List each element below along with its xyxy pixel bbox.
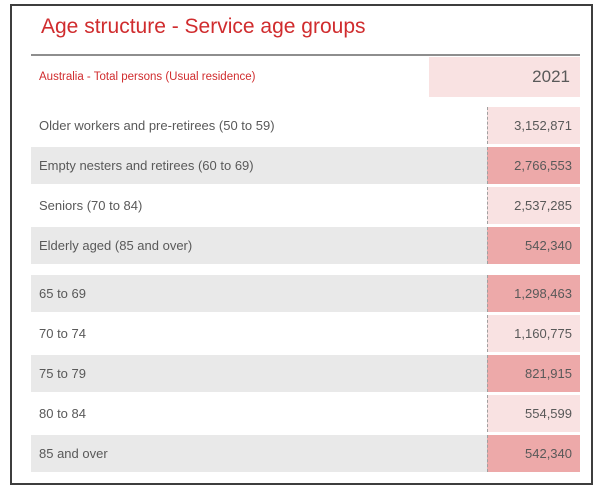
table-row: Seniors (70 to 84) 2,537,285	[31, 187, 580, 224]
row-label: 80 to 84	[31, 395, 487, 432]
row-value: 821,915	[487, 355, 580, 392]
row-label: Empty nesters and retirees (60 to 69)	[31, 147, 487, 184]
row-label: 85 and over	[31, 435, 487, 472]
row-value: 2,537,285	[487, 187, 580, 224]
five-year-age-groups-table: 65 to 69 1,298,463 70 to 74 1,160,775 75…	[31, 275, 580, 472]
table-row: Empty nesters and retirees (60 to 69) 2,…	[31, 147, 580, 184]
page-title: Age structure - Service age groups	[41, 15, 366, 38]
row-value: 1,298,463	[487, 275, 580, 312]
year-cell: 2021	[429, 57, 580, 97]
row-label: 65 to 69	[31, 275, 487, 312]
table-row: Elderly aged (85 and over) 542,340	[31, 227, 580, 264]
row-value: 3,152,871	[487, 107, 580, 144]
row-label: 75 to 79	[31, 355, 487, 392]
table-row: 75 to 79 821,915	[31, 355, 580, 392]
row-label: 70 to 74	[31, 315, 487, 352]
header-divider	[31, 54, 580, 56]
row-value: 554,599	[487, 395, 580, 432]
report-frame: Age structure - Service age groups Austr…	[10, 4, 593, 485]
table-header: Australia - Total persons (Usual residen…	[31, 56, 580, 98]
row-value: 542,340	[487, 435, 580, 472]
row-label: Elderly aged (85 and over)	[31, 227, 487, 264]
table-row: Older workers and pre-retirees (50 to 59…	[31, 107, 580, 144]
row-value: 1,160,775	[487, 315, 580, 352]
row-value: 2,766,553	[487, 147, 580, 184]
row-label: Seniors (70 to 84)	[31, 187, 487, 224]
year-label: 2021	[532, 67, 570, 86]
table-row: 80 to 84 554,599	[31, 395, 580, 432]
header-subtitle: Australia - Total persons (Usual residen…	[39, 71, 256, 83]
table-row: 70 to 74 1,160,775	[31, 315, 580, 352]
table-row: 65 to 69 1,298,463	[31, 275, 580, 312]
service-age-groups-table: Older workers and pre-retirees (50 to 59…	[31, 107, 580, 264]
row-value: 542,340	[487, 227, 580, 264]
table-row: 85 and over 542,340	[31, 435, 580, 472]
row-label: Older workers and pre-retirees (50 to 59…	[31, 107, 487, 144]
